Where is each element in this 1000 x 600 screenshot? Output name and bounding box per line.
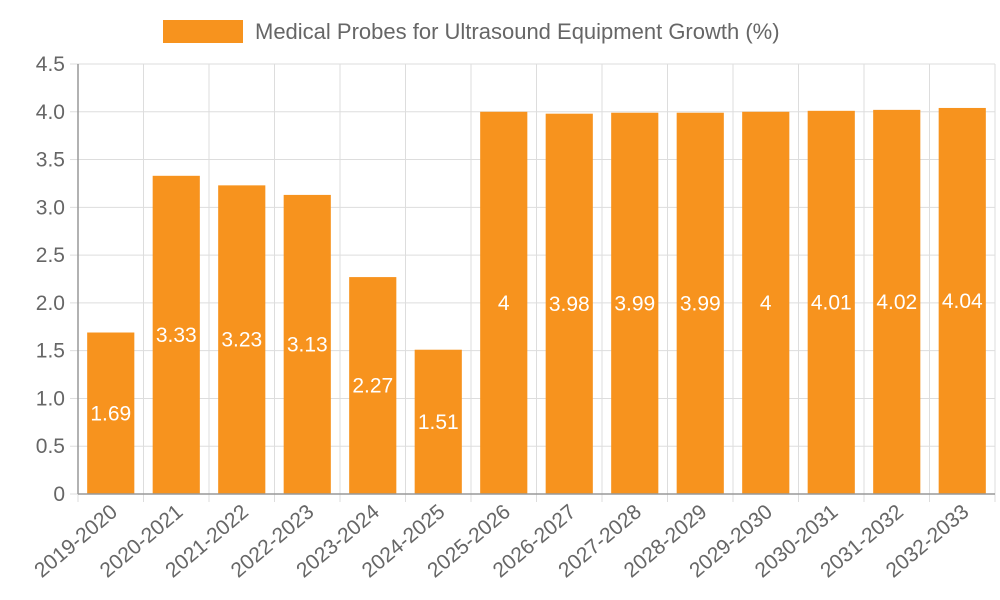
- bar[interactable]: [283, 194, 331, 494]
- bar[interactable]: [218, 185, 266, 494]
- y-tick-label: 2.0: [36, 292, 65, 315]
- bar[interactable]: [611, 112, 659, 494]
- legend[interactable]: Medical Probes for Ultrasound Equipment …: [163, 19, 780, 44]
- bar[interactable]: [545, 113, 593, 494]
- y-tick-label: 3.5: [36, 149, 65, 172]
- bar[interactable]: [152, 175, 200, 495]
- bars: [87, 107, 986, 495]
- y-tick-label: 0.5: [36, 435, 65, 458]
- bar-data-label: 3.13: [287, 333, 328, 356]
- bar-data-label: 3.23: [221, 329, 262, 352]
- bar-data-label: 4.02: [876, 291, 917, 314]
- bar[interactable]: [480, 111, 528, 495]
- y-tick-label: 1.0: [36, 387, 65, 410]
- bar-data-label: 4.01: [811, 291, 852, 314]
- y-tick-label: 4.0: [36, 101, 65, 124]
- bar-data-label: 4.04: [942, 290, 983, 313]
- y-tick-label: 1.5: [36, 340, 65, 363]
- legend-label: Medical Probes for Ultrasound Equipment …: [255, 19, 780, 44]
- bar[interactable]: [676, 112, 724, 494]
- y-tick-label: 2.5: [36, 244, 65, 267]
- y-tick-label: 3.0: [36, 196, 65, 219]
- bar[interactable]: [742, 111, 790, 495]
- bar[interactable]: [807, 110, 855, 495]
- bar[interactable]: [938, 107, 986, 494]
- bar-data-label: 2.27: [352, 375, 393, 398]
- legend-swatch: [163, 20, 243, 43]
- y-tick-label: 0: [53, 483, 65, 506]
- bar-data-label: 1.51: [418, 411, 459, 434]
- bar[interactable]: [873, 109, 921, 494]
- x-axis-ticks: 2019-20202020-20212021-20222022-20232023…: [30, 500, 973, 582]
- bar[interactable]: [414, 349, 462, 494]
- bar-data-label: 4: [498, 292, 510, 315]
- gridlines: [70, 63, 996, 502]
- bar-data-label: 3.33: [156, 324, 197, 347]
- bar-data-label: 4: [760, 292, 772, 315]
- bar-data-label: 3.99: [680, 292, 721, 315]
- y-tick-label: 4.5: [36, 53, 65, 76]
- y-axis-ticks: 0 0.5 1.0 1.5 2.0 2.5 3.0 3.5 4.0 4.5: [36, 53, 65, 506]
- bar-data-label: 3.99: [614, 292, 655, 315]
- bar-data-label: 1.69: [90, 402, 131, 425]
- bar[interactable]: [87, 332, 135, 494]
- bar-data-label: 3.98: [549, 293, 590, 316]
- bar-labels: 1.69 3.33 3.23 3.13 2.27 1.51 4 3.98 3.99 3.99 4 4.…: [90, 290, 983, 434]
- bar[interactable]: [349, 277, 397, 494]
